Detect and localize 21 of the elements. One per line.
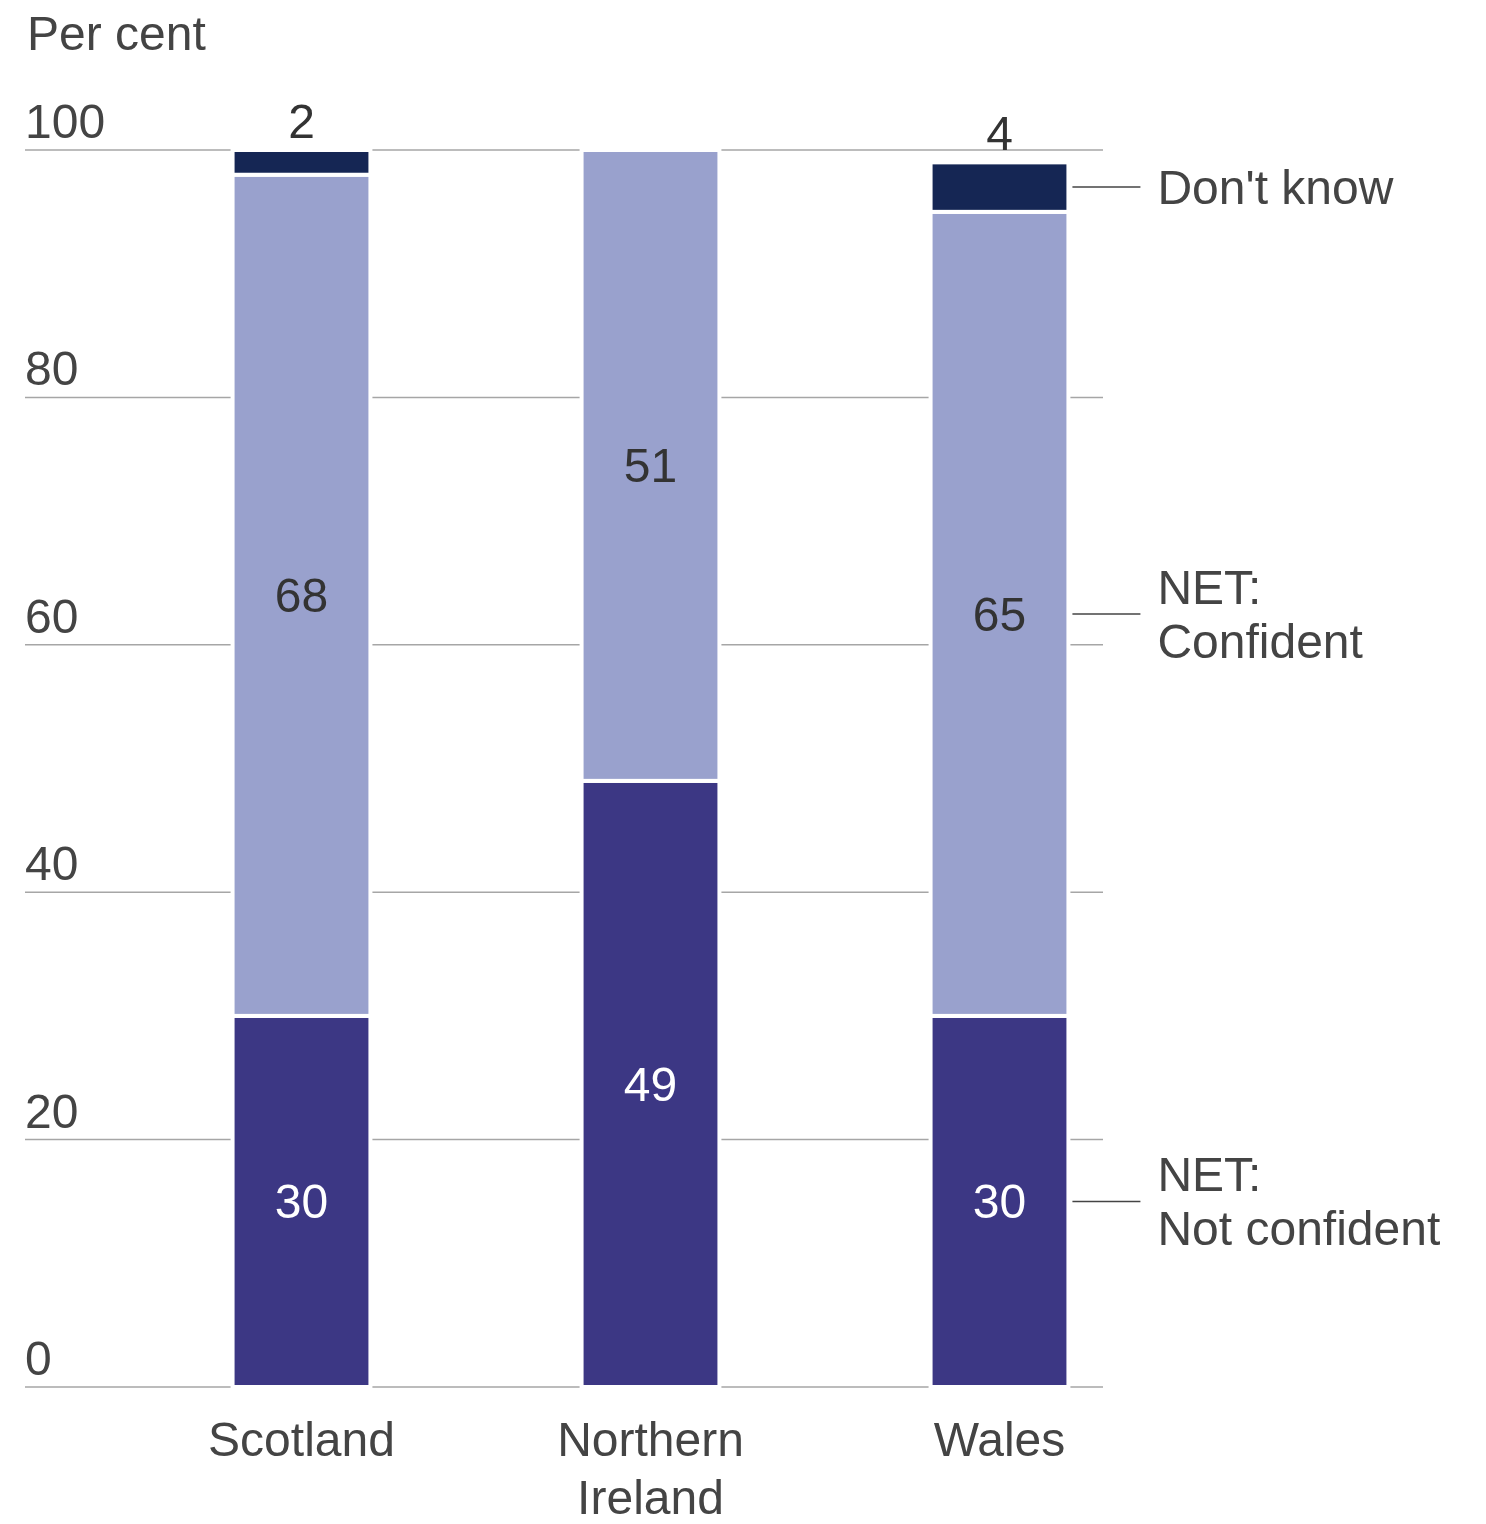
series-label: NET: Confident: [1157, 560, 1363, 668]
data-label: 49: [623, 1057, 678, 1111]
data-label: 65: [972, 587, 1027, 641]
x-tick-label: Northern Ireland: [557, 1413, 744, 1524]
y-axis-title: Per cent: [27, 7, 206, 60]
series-label: Don't know: [1157, 160, 1394, 214]
y-tick-label: 40: [25, 837, 79, 891]
data-label: 2: [288, 95, 315, 148]
y-tick-label: 20: [25, 1084, 79, 1138]
y-tick-label: 80: [25, 342, 79, 396]
data-label: 51: [623, 439, 678, 493]
data-label: 30: [972, 1175, 1027, 1229]
data-label: 68: [274, 569, 329, 623]
data-label: 4: [986, 107, 1013, 161]
data-label: 30: [274, 1175, 329, 1229]
x-tick-label: Wales: [933, 1413, 1066, 1466]
series-label: NET: Not confident: [1157, 1148, 1441, 1256]
y-tick-label: 0: [25, 1332, 52, 1385]
x-tick-label: Scotland: [208, 1413, 395, 1466]
y-tick-label: 60: [25, 589, 79, 643]
y-tick-label: 100: [25, 95, 106, 148]
